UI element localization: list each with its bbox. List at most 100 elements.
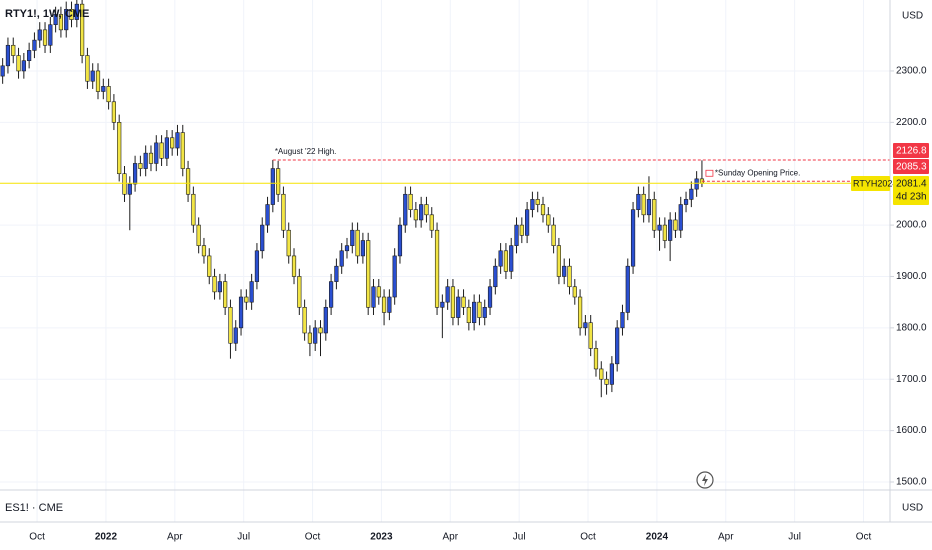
candle-body xyxy=(297,276,302,308)
candle-body xyxy=(540,204,546,216)
candle-body xyxy=(180,132,185,169)
candle-body xyxy=(630,209,636,267)
candle-body xyxy=(376,286,381,298)
candle-body xyxy=(138,163,143,169)
candle-body xyxy=(249,281,254,303)
last-price-box xyxy=(893,176,929,205)
x-tick-label: Jul xyxy=(513,532,526,543)
candle-body xyxy=(408,193,413,210)
candle-body xyxy=(5,44,11,67)
candle-body xyxy=(514,224,519,246)
candle-body xyxy=(487,286,493,308)
price-label-box xyxy=(893,143,929,158)
candle-body xyxy=(223,281,228,308)
y-tick-label: 2000.0 xyxy=(896,220,927,231)
annotation-label: *August '22 High. xyxy=(275,147,337,156)
x-tick-label: Apr xyxy=(443,532,459,543)
lightning-icon[interactable] xyxy=(696,471,714,489)
candle-body xyxy=(641,193,646,216)
symbol-label: RTYH2024 xyxy=(853,178,897,188)
candle-body xyxy=(371,286,376,308)
candle-body xyxy=(477,301,482,318)
candle-body xyxy=(85,55,90,82)
candle-body xyxy=(673,219,678,231)
candle-body xyxy=(609,363,614,385)
candle-body xyxy=(90,70,95,82)
candle-body xyxy=(392,255,397,298)
candle-body xyxy=(355,229,360,257)
candle-body xyxy=(567,265,572,288)
candle-body xyxy=(466,306,471,324)
candle-body xyxy=(397,224,403,257)
last-price-label: 2081.4 xyxy=(896,179,927,190)
price-label: 2126.8 xyxy=(896,146,927,157)
candle-body xyxy=(164,137,169,159)
icon-bolt xyxy=(702,474,708,486)
candle-body xyxy=(175,132,180,149)
candle-body xyxy=(307,332,313,344)
candle-body xyxy=(101,86,106,92)
currency-label[interactable]: USD xyxy=(902,11,923,22)
candle-body xyxy=(201,245,207,257)
candle-body xyxy=(456,296,461,318)
candle-body xyxy=(683,199,689,205)
y-tick-label: 2200.0 xyxy=(896,117,927,128)
candle-body xyxy=(148,152,154,164)
candles xyxy=(0,0,705,398)
candle-body xyxy=(694,178,699,190)
y-tick-label: 1900.0 xyxy=(896,271,927,282)
candle-body xyxy=(668,219,673,241)
candle-body xyxy=(260,224,265,252)
candle-body xyxy=(291,255,297,277)
candle-body xyxy=(344,245,350,252)
candle-body xyxy=(127,183,132,195)
symbol-label-box xyxy=(851,176,890,191)
candle-body xyxy=(238,296,244,329)
lower-pane-currency[interactable]: USD xyxy=(902,503,923,514)
candle-body xyxy=(381,296,387,313)
candle-body xyxy=(562,265,567,277)
candle-body xyxy=(143,152,148,169)
candle-body xyxy=(302,306,307,334)
candle-body xyxy=(313,327,318,344)
candle-body xyxy=(546,214,551,226)
candle-body xyxy=(276,168,281,195)
candle-body xyxy=(233,327,238,344)
candle-body xyxy=(572,286,577,298)
candle-body xyxy=(413,209,418,221)
candle-body xyxy=(80,3,85,56)
candle-body xyxy=(424,204,429,216)
x-tick-label: 2024 xyxy=(646,532,669,543)
candle-body xyxy=(159,142,164,159)
candle-body xyxy=(461,296,466,308)
candle-body xyxy=(42,29,48,46)
candle-body xyxy=(154,142,159,164)
candle-body xyxy=(440,301,445,308)
candle-body xyxy=(450,286,456,318)
candle-body xyxy=(662,224,667,241)
candle-body xyxy=(318,327,323,334)
candle-body xyxy=(37,29,42,41)
x-tick-label: Oct xyxy=(305,532,321,543)
candle-body xyxy=(64,8,69,31)
candle-body xyxy=(530,199,535,210)
note-icon xyxy=(705,169,714,177)
candle-body xyxy=(74,3,79,20)
candle-body xyxy=(646,199,652,216)
candle-body xyxy=(387,296,392,313)
candle-body xyxy=(588,322,593,349)
annotation-label: *Sunday Opening Price. xyxy=(715,168,800,177)
y-tick-label: 2300.0 xyxy=(896,66,927,77)
candle-body xyxy=(419,204,424,221)
candle-body xyxy=(32,39,37,51)
candle-body xyxy=(254,250,260,282)
chart-title: RTY1!, 1W, CME xyxy=(5,8,89,20)
candle-body xyxy=(509,245,514,272)
candle-body xyxy=(657,224,662,231)
candle-body xyxy=(11,44,16,56)
candle-body xyxy=(620,312,625,329)
candle-body xyxy=(69,8,74,20)
candle-body xyxy=(106,86,111,103)
